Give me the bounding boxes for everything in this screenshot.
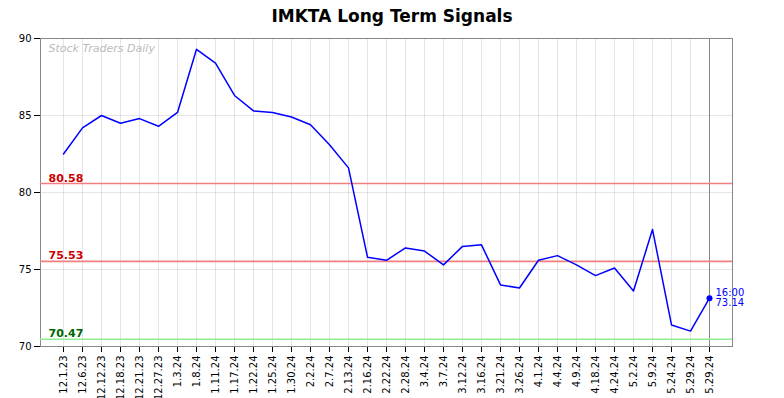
svg-text:12.18.23: 12.18.23 xyxy=(115,356,126,398)
html-text:IMKTA Long Term Signals: IMKTA Long Term Signals xyxy=(271,6,513,26)
svg-text:4.4.24: 4.4.24 xyxy=(552,356,563,388)
svg-text:80: 80 xyxy=(19,187,32,198)
svg-text:90: 90 xyxy=(19,33,32,44)
svg-text:75: 75 xyxy=(19,264,32,275)
svg-text:16:0073.14: 16:0073.14 xyxy=(716,287,745,308)
svg-text:4.18.24: 4.18.24 xyxy=(590,356,601,394)
svg-text:1.22.24: 1.22.24 xyxy=(248,356,259,394)
svg-text:1.3.24: 1.3.24 xyxy=(172,356,183,388)
svg-text:3.7.24: 3.7.24 xyxy=(438,356,449,388)
svg-text:Stock Traders Daily: Stock Traders Daily xyxy=(49,42,156,55)
svg-text:5.2.24: 5.2.24 xyxy=(628,356,639,388)
svg-text:3.21.24: 3.21.24 xyxy=(495,356,506,394)
svg-text:85: 85 xyxy=(19,110,32,121)
svg-text:1.25.24: 1.25.24 xyxy=(267,356,278,394)
svg-text:3.12.24: 3.12.24 xyxy=(457,356,468,394)
svg-text:12.12.23: 12.12.23 xyxy=(96,356,107,398)
svg-text:5.24.24: 5.24.24 xyxy=(666,356,677,394)
svg-text:5.29.24: 5.29.24 xyxy=(685,356,696,394)
svg-text:3.4.24: 3.4.24 xyxy=(419,356,430,388)
svg-text:12.27.23: 12.27.23 xyxy=(153,356,164,398)
svg-text:2.13.24: 2.13.24 xyxy=(343,356,354,394)
svg-text:12.6.23: 12.6.23 xyxy=(77,356,88,394)
svg-text:12.1.23: 12.1.23 xyxy=(58,356,69,394)
svg-text:1.30.24: 1.30.24 xyxy=(286,356,297,394)
svg-text:4.1.24: 4.1.24 xyxy=(533,356,544,388)
svg-text:70: 70 xyxy=(19,341,32,352)
svg-text:5.9.24: 5.9.24 xyxy=(647,356,658,388)
svg-text:2.2.24: 2.2.24 xyxy=(305,356,316,388)
svg-text:2.28.24: 2.28.24 xyxy=(400,356,411,394)
svg-text:2.22.24: 2.22.24 xyxy=(381,356,392,394)
svg-text:70.47: 70.47 xyxy=(49,327,84,340)
svg-text:12.21.23: 12.21.23 xyxy=(134,356,145,398)
svg-text:5.29.24: 5.29.24 xyxy=(704,356,715,394)
svg-text:4.9.24: 4.9.24 xyxy=(571,356,582,388)
svg-text:2.7.24: 2.7.24 xyxy=(324,356,335,388)
svg-text:4.24.24: 4.24.24 xyxy=(609,356,620,394)
svg-text:3.16.24: 3.16.24 xyxy=(476,356,487,394)
svg-text:75.53: 75.53 xyxy=(49,249,84,262)
svg-text:1.11.24: 1.11.24 xyxy=(210,356,221,394)
svg-text:3.26.24: 3.26.24 xyxy=(514,356,525,394)
svg-text:1.8.24: 1.8.24 xyxy=(191,356,202,388)
svg-text:80.58: 80.58 xyxy=(49,172,84,185)
svg-text:2.16.24: 2.16.24 xyxy=(362,356,373,394)
svg-text:1.17.24: 1.17.24 xyxy=(229,356,240,394)
